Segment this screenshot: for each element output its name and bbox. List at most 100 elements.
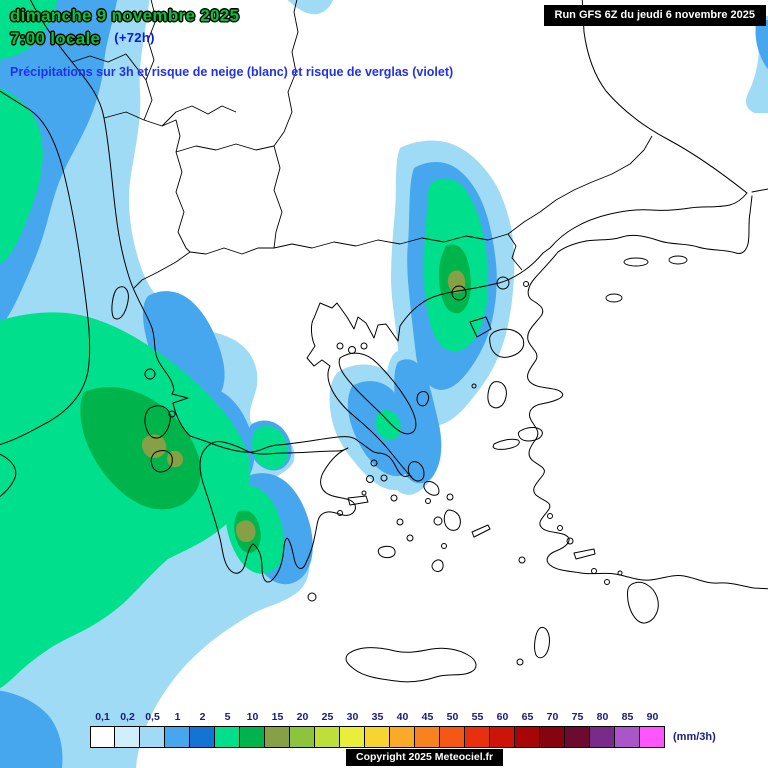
coast-peloponnese (199, 441, 356, 583)
legend-value: 70 (546, 711, 559, 723)
rain-area-green (252, 426, 289, 469)
legend-cell: 20 (289, 711, 315, 748)
legend-value: 50 (446, 711, 459, 723)
island-psara (471, 383, 477, 389)
legend-color-box (90, 726, 115, 748)
island-spetses (337, 510, 343, 516)
rain-area-moderate (394, 359, 442, 484)
island-chios (487, 381, 507, 409)
island-ikaria (492, 438, 520, 450)
legend-color-box (589, 726, 615, 748)
forecast-time: 7:00 locale (+72h) (10, 29, 453, 49)
island-salamina (370, 459, 378, 467)
coast-balkan-mainland (29, 0, 748, 480)
legend-value: 10 (246, 711, 259, 723)
legend-value: 35 (371, 711, 384, 723)
rain-area-green (0, 0, 58, 60)
border-layer (71, 0, 653, 289)
legend-value: 5 (224, 711, 231, 723)
rain-area-moderate (0, 690, 63, 768)
island-skyros (416, 391, 430, 407)
legend-cell: 0,1 (90, 711, 115, 748)
legend-color-box (114, 726, 140, 748)
lakes-layer (605, 255, 688, 303)
legend-color-box (364, 726, 390, 748)
legend-color-box (439, 726, 465, 748)
legend-color-box (239, 726, 265, 748)
lake-manyas (623, 257, 649, 267)
legend-value: 90 (646, 711, 659, 723)
legend-value: 85 (621, 711, 634, 723)
coast-blacksea-east (751, 188, 768, 193)
legend-value: 25 (321, 711, 334, 723)
island-ithaca (168, 410, 176, 418)
rain-area-light (287, 0, 334, 15)
legend-cell: 2 (189, 711, 215, 748)
run-info: Run GFS 6Z du jeudi 6 novembre 2025 (543, 5, 766, 26)
forecast-time-text: 7:00 locale (10, 29, 101, 48)
legend-color-box (639, 726, 665, 748)
island-sporades-2 (348, 346, 356, 354)
legend-color-box (464, 726, 490, 748)
legend-cell: 55 (464, 711, 490, 748)
legend-color-box (214, 726, 240, 748)
legend-color-box (539, 726, 565, 748)
legend-cell: 1 (164, 711, 190, 748)
island-amorgos (471, 524, 491, 538)
legend-cell: 0,5 (139, 711, 165, 748)
rain-area-moderate (755, 20, 768, 70)
legend-color-box (489, 726, 515, 748)
legend-cell: 40 (389, 711, 415, 748)
legend-cell: 10 (239, 711, 265, 748)
legend-cell: 25 (314, 711, 340, 748)
legend-cell: 30 (339, 711, 365, 748)
island-zakynthos (150, 450, 173, 473)
legend-value: 20 (296, 711, 309, 723)
border-bulgaria-turkey (507, 135, 653, 235)
legend-cell: 60 (489, 711, 515, 748)
island-kasos (516, 658, 524, 666)
legend-color-box (389, 726, 415, 748)
legend-color-box (339, 726, 365, 748)
map-header: dimanche 9 novembre 2025 7:00 locale (+72… (10, 6, 453, 79)
legend-cell: 50 (439, 711, 465, 748)
island-samos (517, 427, 543, 442)
island-andros (407, 461, 425, 482)
island-thasos (451, 285, 467, 301)
rain-area-green (0, 312, 251, 689)
legend-color-box (414, 726, 440, 748)
island-karpathos (534, 626, 550, 659)
legend: 0,1 0,2 0,5 1 2 5 10 15 20 25 30 35 40 45 50 55 60 65 70 75… (90, 711, 716, 748)
island-kalymnos (566, 537, 574, 545)
rain-area-intense (236, 520, 256, 542)
island-patmos (547, 513, 553, 519)
rain-area-intense (142, 434, 167, 458)
island-leros (557, 525, 563, 531)
legend-cell: 35 (364, 711, 390, 748)
border-macedonia-north (175, 0, 299, 153)
island-corfu (111, 286, 129, 320)
island-kea (380, 474, 388, 482)
legend-value: 65 (521, 711, 534, 723)
island-aegina (366, 475, 374, 483)
legend-value: 55 (471, 711, 484, 723)
island-tinos (423, 481, 440, 496)
island-sifnos (406, 534, 414, 542)
legend-value: 60 (496, 711, 509, 723)
legend-cell: 80 (589, 711, 615, 748)
forecast-offset-badge: (+72h) (114, 30, 155, 45)
legend-value: 0,2 (120, 711, 135, 723)
legend-cell: 90 (639, 711, 665, 748)
legend-scale: 0,1 0,2 0,5 1 2 5 10 15 20 25 30 35 40 45 50 55 60 65 70 75… (90, 711, 665, 748)
island-symi (617, 570, 623, 576)
island-poros (361, 490, 367, 496)
island-ios (441, 543, 447, 549)
border-macedonia-bulgaria (273, 145, 283, 249)
island-bozcaada (523, 281, 529, 287)
rain-area-green (375, 410, 401, 440)
rain-area-green (0, 87, 43, 264)
border-greece-turkey (507, 233, 523, 271)
island-paros (433, 516, 443, 526)
